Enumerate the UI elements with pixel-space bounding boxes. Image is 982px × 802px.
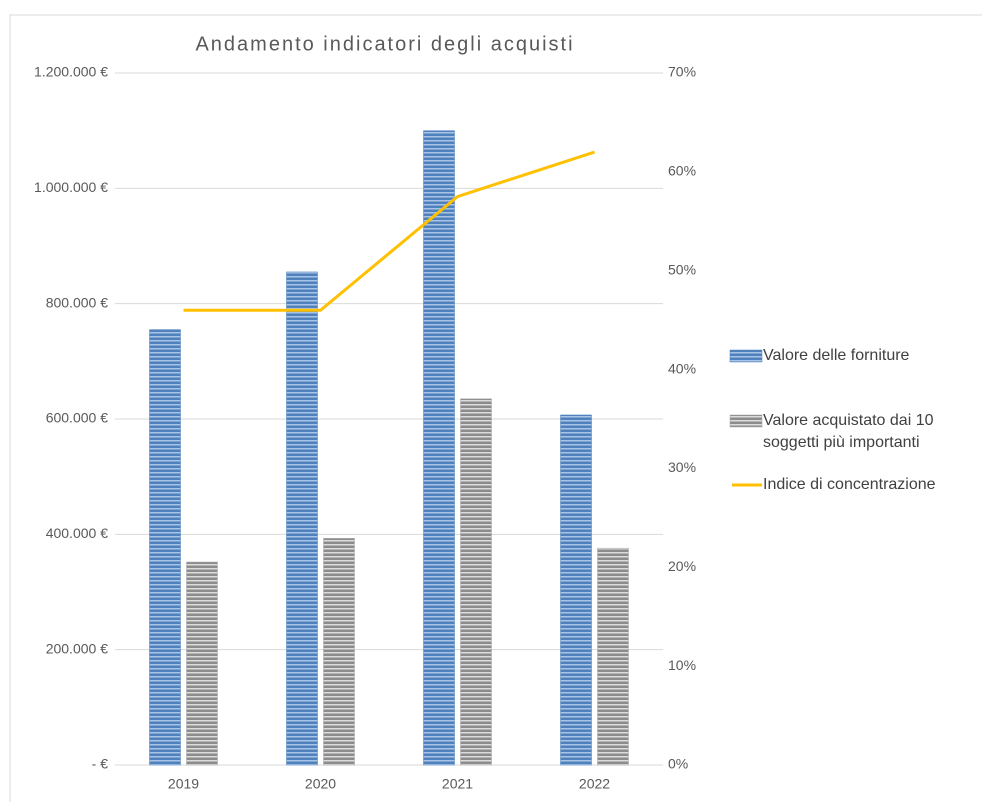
x-tick-label: 2021 [442, 776, 473, 792]
x-tick-label: 2022 [579, 776, 610, 792]
bar [597, 547, 629, 766]
legend-label: Indice di concentrazione [763, 476, 936, 493]
bar [149, 329, 181, 766]
bar [560, 414, 592, 766]
bar [286, 271, 318, 766]
y2-tick-label: 10% [668, 657, 696, 673]
legend-label: Valore delle forniture [763, 347, 910, 364]
y2-tick-label: 20% [668, 558, 696, 574]
y-tick-label: 1.000.000 € [34, 179, 108, 195]
bar [423, 130, 455, 766]
chart-frame [9, 14, 982, 802]
y2-tick-label: 50% [668, 261, 696, 277]
y2-tick-label: 30% [668, 459, 696, 475]
y2-tick-label: 60% [668, 163, 696, 179]
bar [460, 398, 492, 766]
legend-swatch [729, 349, 763, 363]
line [183, 150, 595, 312]
x-tick-label: 2020 [305, 776, 336, 792]
chart-title: Andamento indicatori degli acquisti [195, 33, 574, 55]
y-tick-label: 600.000 € [46, 410, 108, 426]
bar [323, 538, 355, 766]
y2-tick-label: 40% [668, 360, 696, 376]
y-tick-label: 200.000 € [46, 640, 108, 656]
y-tick-label: 400.000 € [46, 525, 108, 541]
y2-tick-label: 70% [668, 64, 696, 80]
legend-swatch [729, 414, 763, 428]
y-tick-label: 800.000 € [46, 294, 108, 310]
y-tick-label: 1.200.000 € [34, 64, 108, 80]
legend-label: Valore acquistato dai 10 soggetti più im… [763, 412, 934, 451]
y2-tick-label: 0% [668, 756, 688, 772]
y-tick-label: - € [92, 756, 109, 772]
x-tick-label: 2019 [168, 776, 199, 792]
bar [186, 561, 218, 766]
